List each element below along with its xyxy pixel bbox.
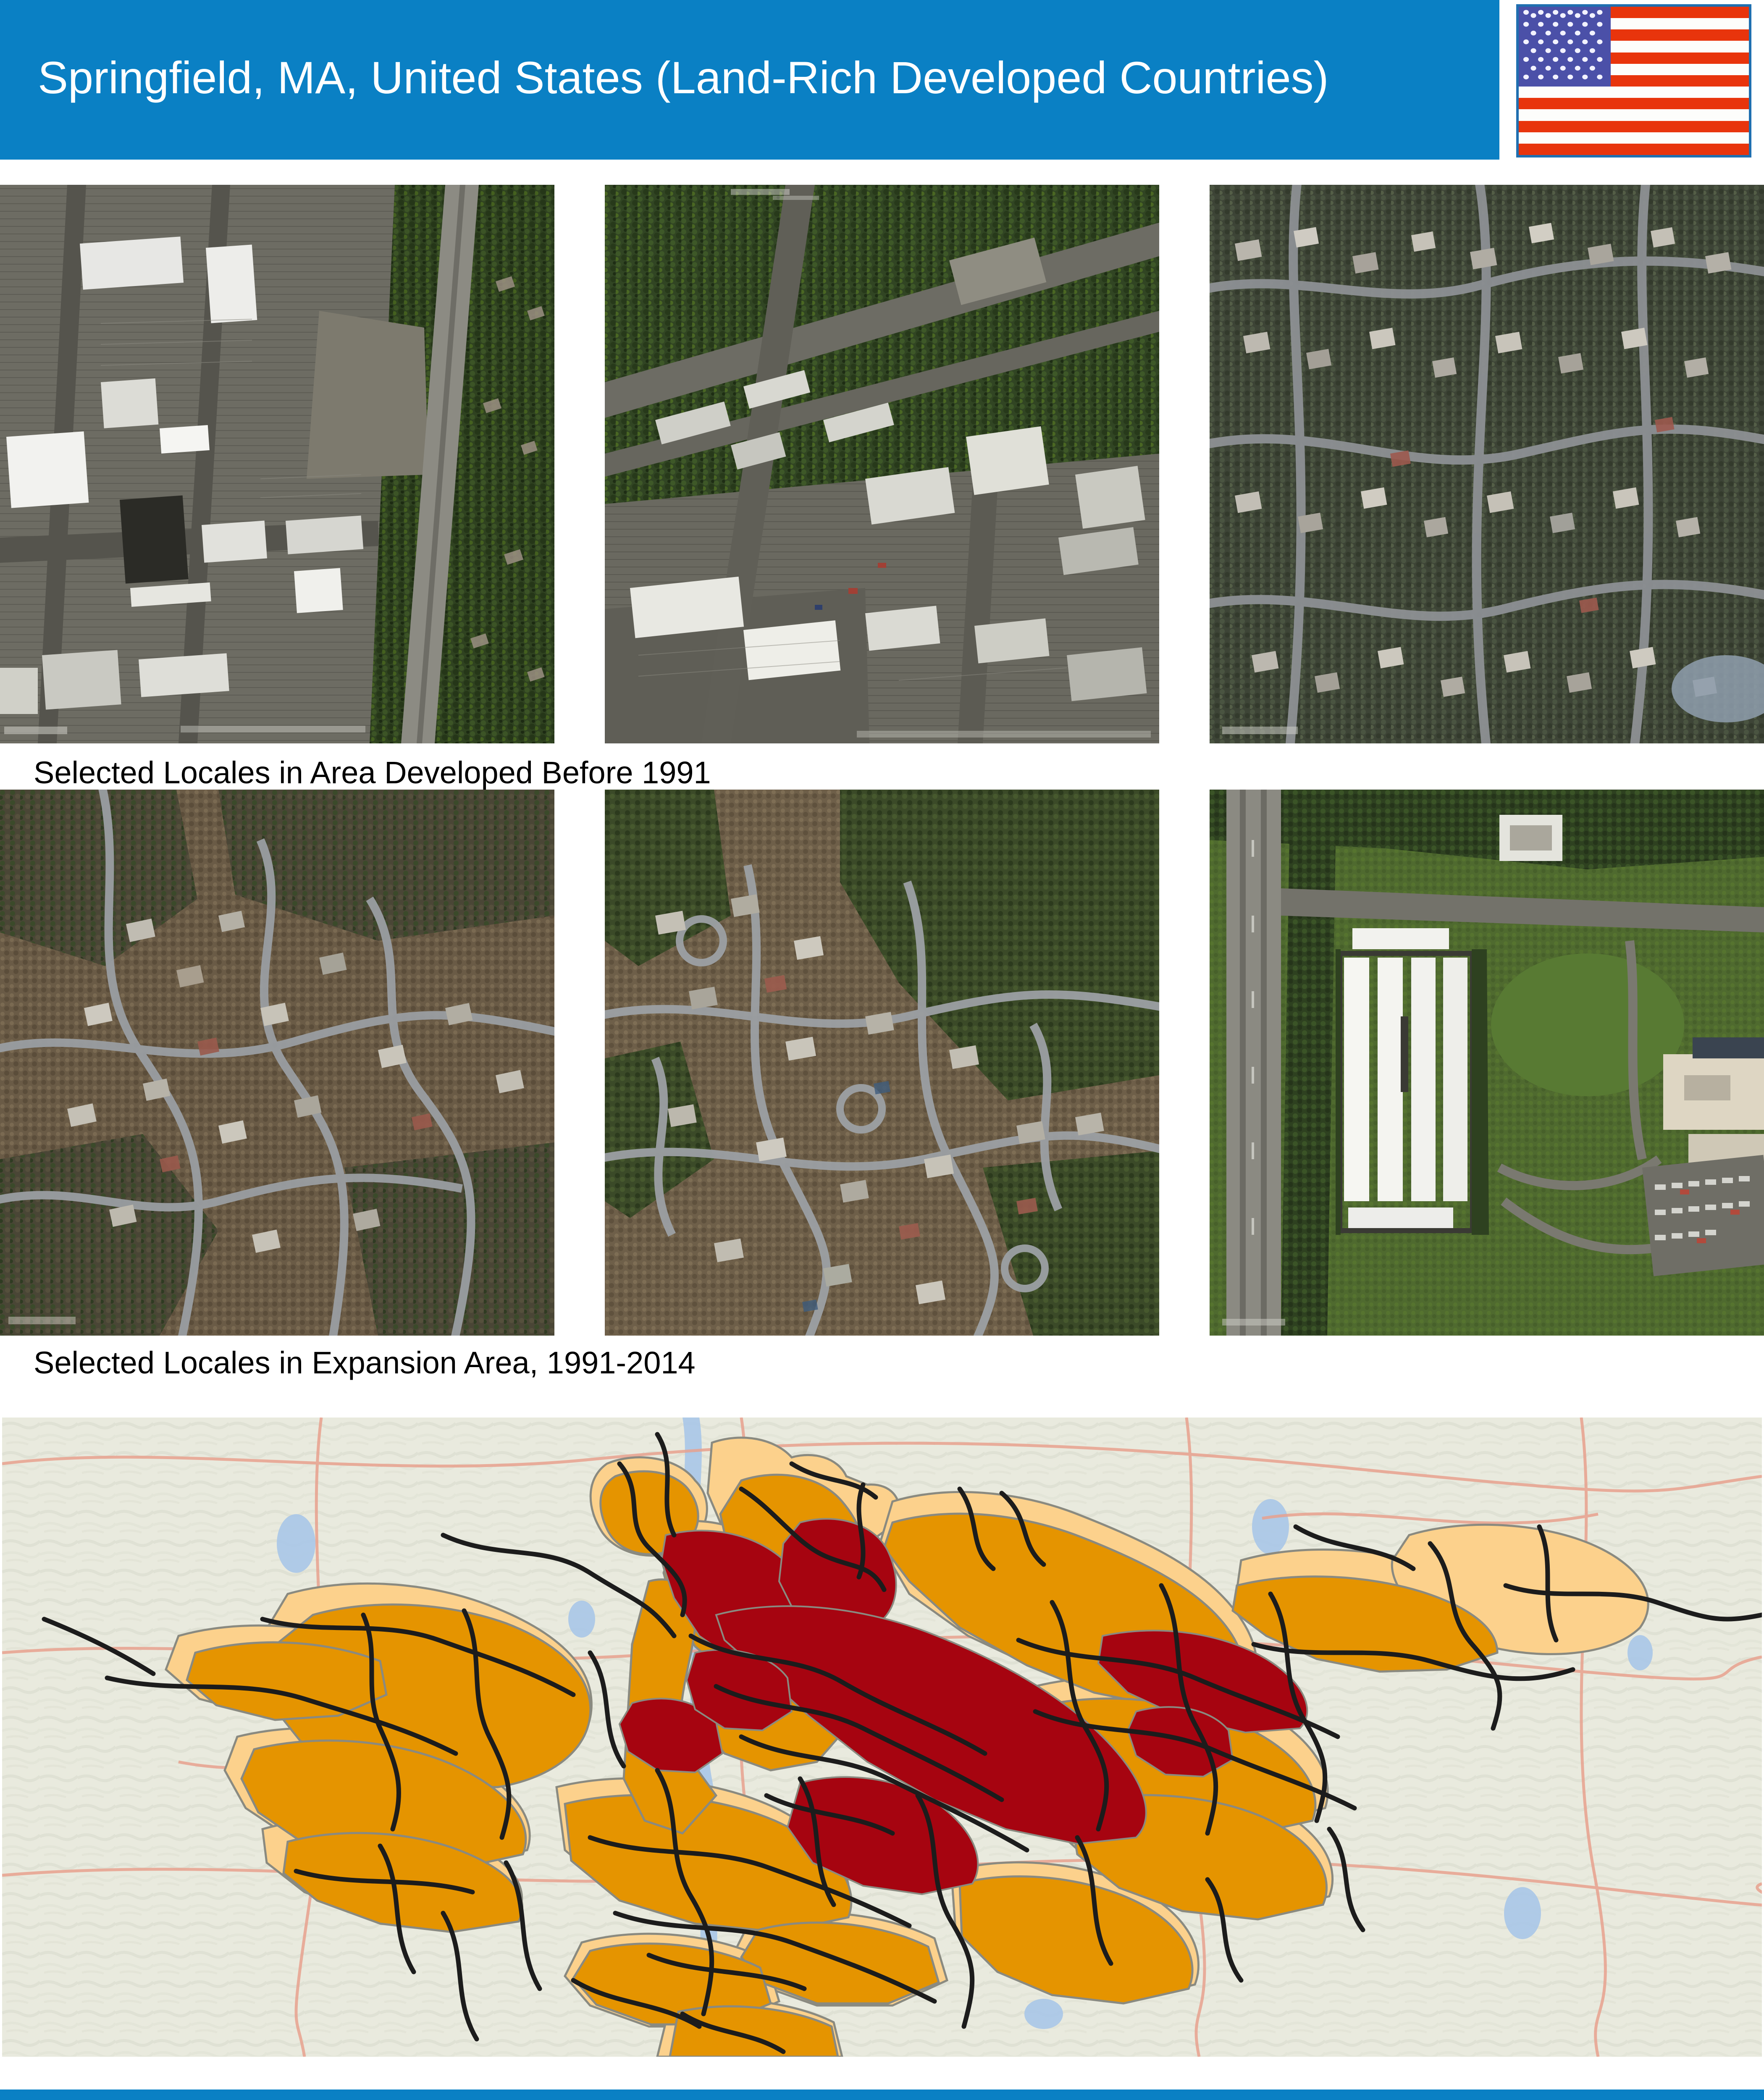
aerial-photo-commercial-district — [0, 185, 554, 743]
row1-caption: Selected Locales in Area Developed Befor… — [34, 755, 711, 790]
row2-caption: Selected Locales in Expansion Area, 1991… — [34, 1345, 696, 1380]
aerial-photo-highway-warehouse — [1210, 790, 1764, 1336]
footer-bar: Springfield, MA, United States 1991-2014… — [0, 2090, 1764, 2100]
aerial-photo-dense-residential — [1210, 185, 1764, 743]
aerial-photo-wooded-subdivision — [0, 790, 554, 1336]
us-flag-icon — [1516, 4, 1751, 158]
page-title: Springfield, MA, United States (Land-Ric… — [38, 52, 1329, 103]
flag-canton — [1519, 7, 1611, 87]
aerial-photo-cul-de-sac-subdivision — [605, 790, 1159, 1336]
aerial-photo-retail-strip — [605, 185, 1159, 743]
header-bar: Springfield, MA, United States (Land-Ric… — [0, 0, 1499, 160]
urban-expansion-map[interactable] — [2, 1418, 1762, 2057]
